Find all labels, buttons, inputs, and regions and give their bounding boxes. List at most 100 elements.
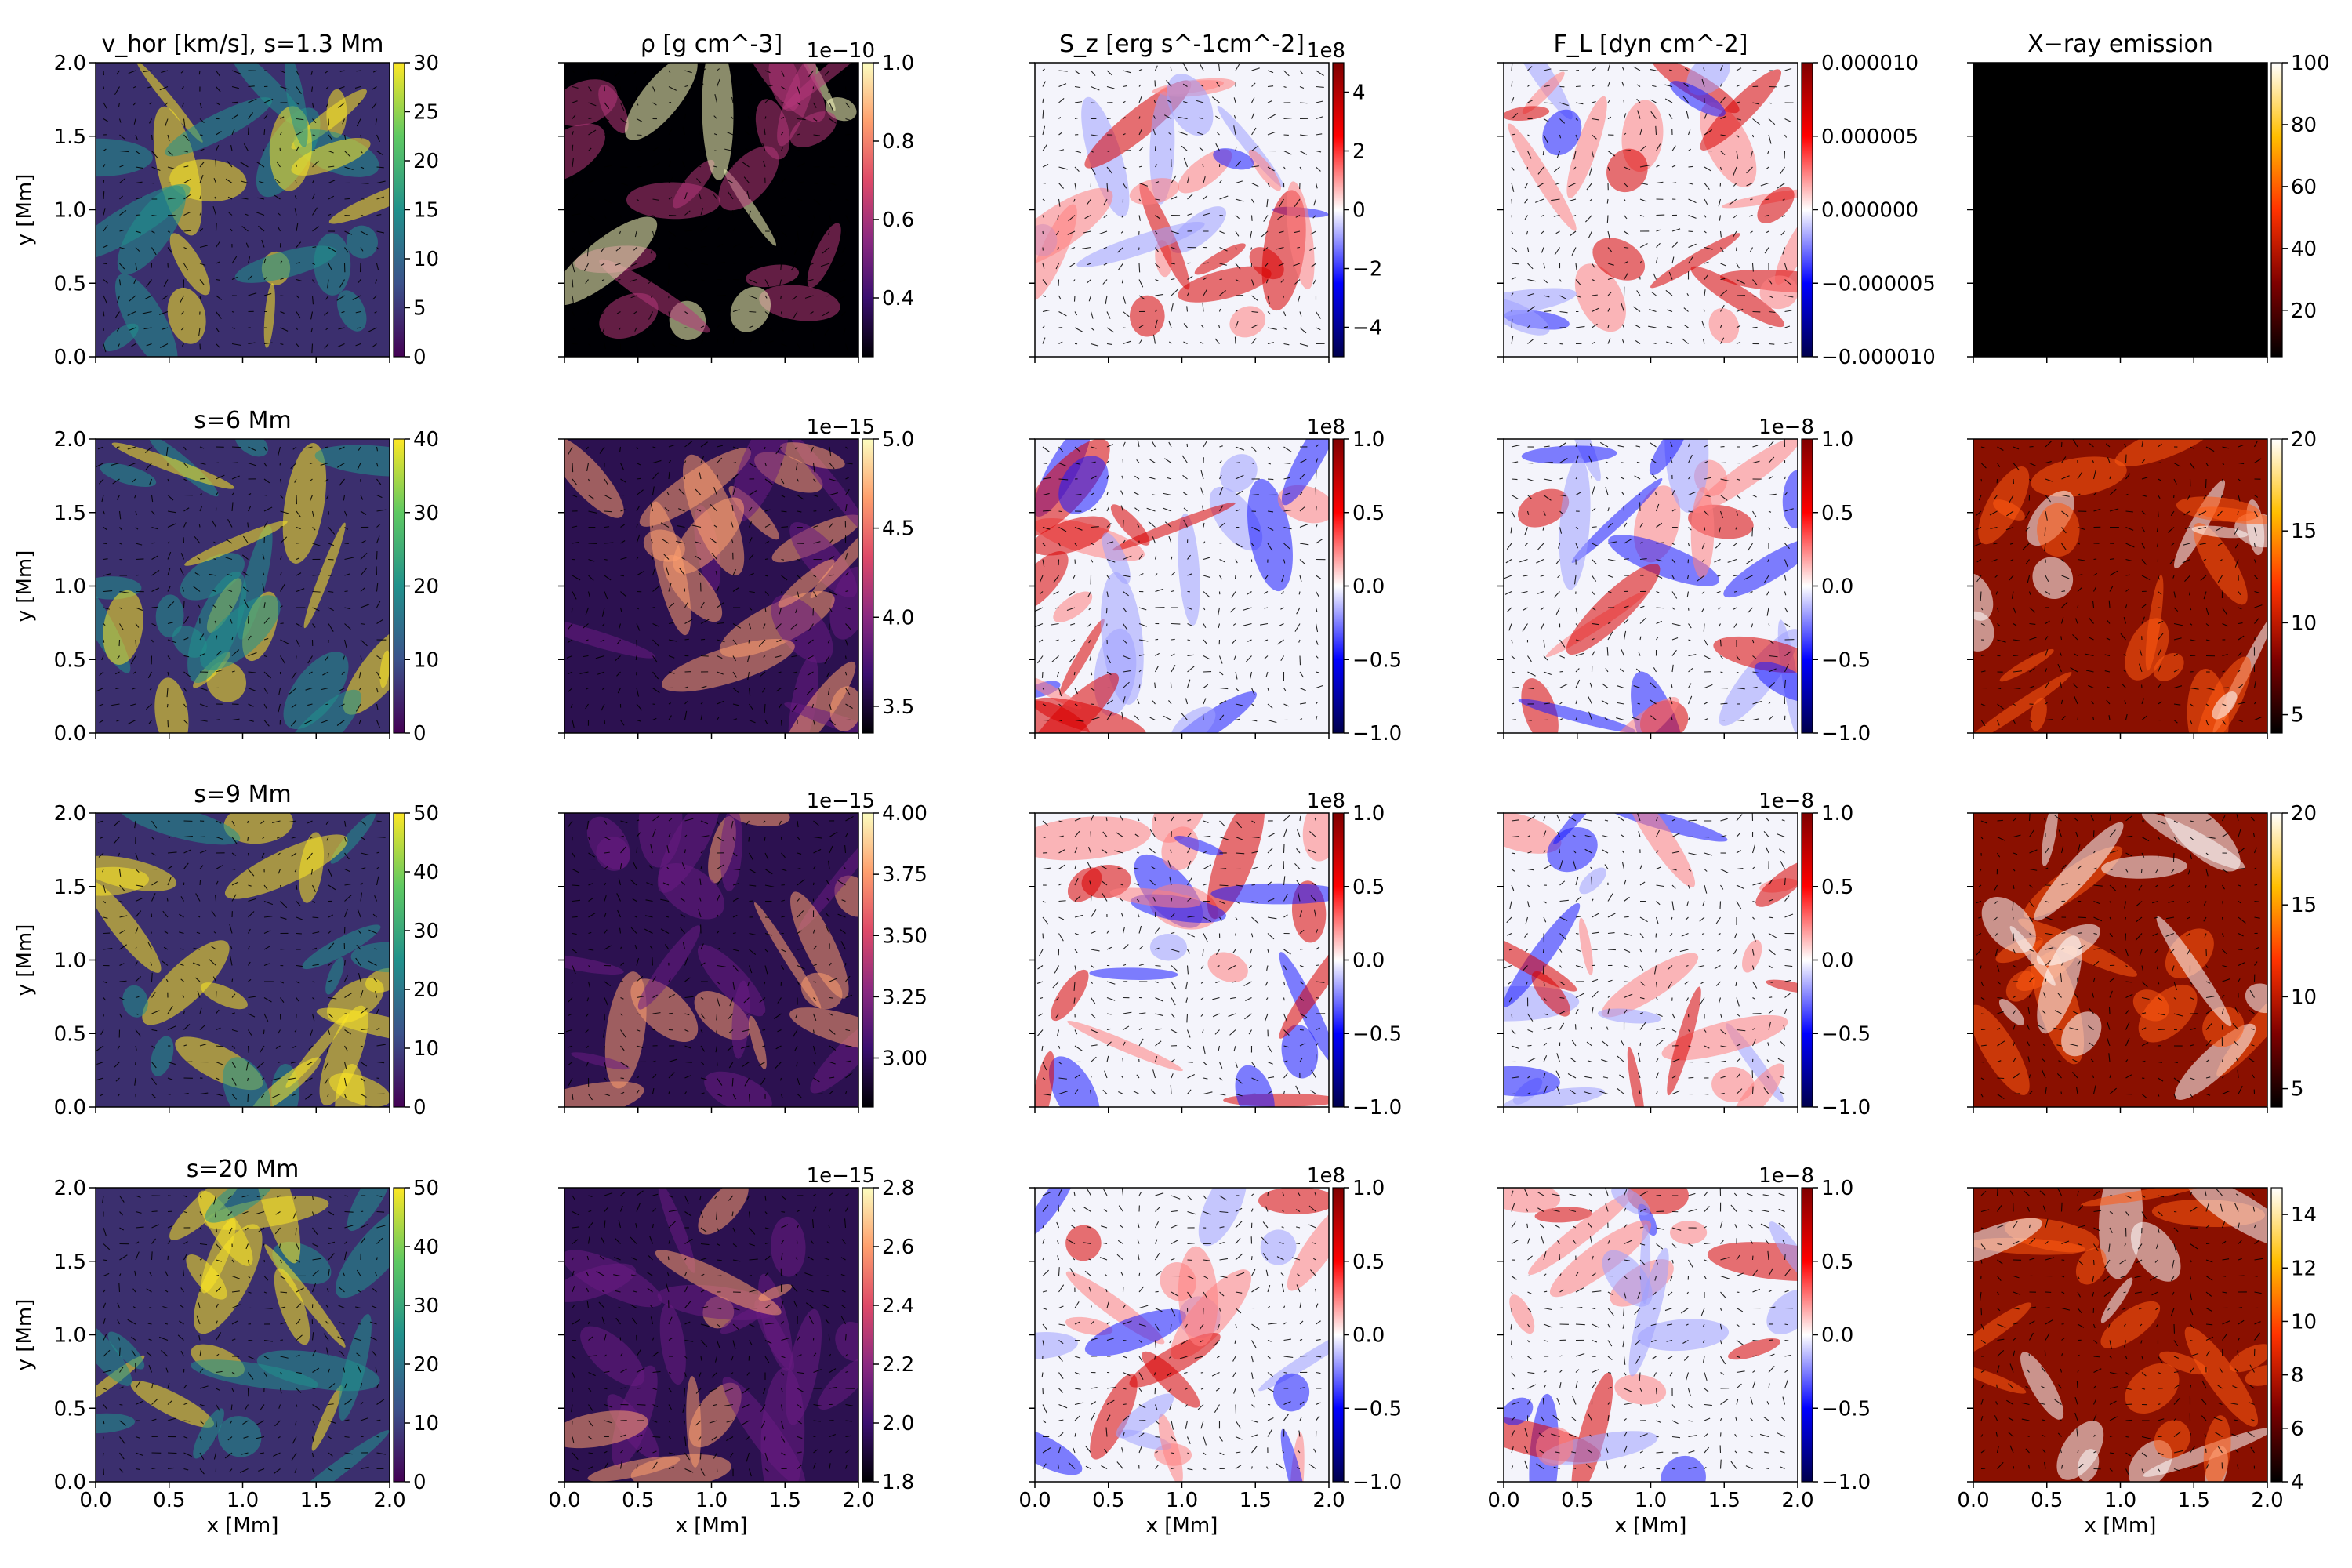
colorbar	[393, 1187, 405, 1483]
heatmap-texture	[1973, 1188, 2267, 1482]
colorbar	[1332, 62, 1345, 358]
x-tick-label: 0.5	[1092, 1489, 1124, 1512]
colorbar-tick-label: 6	[2291, 1417, 2304, 1441]
colorbar-tick-label: 1.0	[1821, 1177, 1853, 1200]
colorbar	[1801, 1187, 1813, 1483]
colorbar-tick-label: −0.5	[1821, 1397, 1871, 1421]
colorbar-tick-label: −1.0	[1352, 1471, 1402, 1494]
colorbar	[1801, 812, 1813, 1108]
colorbar	[1801, 62, 1813, 358]
y-tick-label: 2.0	[54, 1177, 86, 1200]
colorbar	[862, 62, 874, 358]
x-tick-label: 0.0	[1487, 1489, 1519, 1512]
colorbar-tick-label: 15	[413, 199, 439, 223]
colorbar-tick-label: 2.0	[882, 1412, 914, 1436]
velocity-arrows	[1980, 1188, 2263, 1476]
colorbar-tick-label: 4.0	[882, 606, 914, 630]
x-tick-label: 2.0	[842, 1489, 874, 1512]
colorbar-tick-label: 40	[413, 428, 439, 452]
colorbar-tick-label: 3.75	[882, 863, 927, 887]
colorbar-tick-label: 30	[413, 52, 439, 75]
colorbar-tick-label: 2	[1352, 140, 1366, 164]
velocity-arrows	[102, 1195, 387, 1475]
y-axis-label: y [Mm]	[13, 174, 37, 246]
colorbar-tick-label: −0.5	[1352, 648, 1402, 672]
panel-r4-c5: 0.0 0.5 1.0 1.5 2.0 x [Mm] 4 6 8 10 12 14	[1957, 1187, 2317, 1537]
x-tick-label: 1.0	[227, 1489, 259, 1512]
colorbar-tick-label: 20	[413, 978, 439, 1002]
y-axis-label: y [Mm]	[13, 924, 37, 996]
colorbar-tick-label: 5.0	[882, 428, 914, 452]
colorbar-tick-label: 20	[2291, 299, 2317, 323]
y-tick-label: 1.0	[54, 199, 86, 223]
colorbar	[862, 438, 874, 734]
colorbar-tick-label: −0.000005	[1821, 272, 1936, 296]
colorbar-tick-label: 1.0	[1352, 1177, 1385, 1200]
colorbar-tick-label: 0	[413, 346, 426, 369]
heatmap-texture	[1504, 63, 1798, 345]
panel-r4-c2: 0.0 0.5 1.0 1.5 2.0 x [Mm] 1.8 2.0 2.2 2.4 2.6 2.8 1…	[548, 1164, 914, 1537]
colorbar-tick-label: 20	[2291, 802, 2317, 826]
heatmap-texture	[1035, 813, 1329, 1107]
colorbar-tick-label: −1.0	[1821, 722, 1871, 746]
colorbar-tick-label: 10	[413, 1412, 439, 1436]
colorbar-tick-label: 100	[2291, 52, 2330, 75]
y-tick-label: 1.5	[54, 1250, 86, 1274]
panel-r3-c2: 3.00 3.25 3.50 3.75 4.00 1e−15	[558, 789, 927, 1113]
panel-r4-c3: 0.0 0.5 1.0 1.5 2.0 x [Mm] −1.0 −0.5 0.0 0.5 1.0 1e…	[1018, 1164, 1402, 1537]
colorbar-tick-label: 4.5	[882, 517, 914, 541]
velocity-arrows	[103, 70, 386, 354]
y-tick-label: 1.0	[54, 949, 86, 973]
colorbar-tick-label: 5	[2291, 1078, 2304, 1102]
heatmap-texture	[1504, 439, 1798, 733]
colorbar-tick-label: −0.5	[1352, 1397, 1402, 1421]
x-tick-label: 1.5	[769, 1489, 801, 1512]
colorbar-tick-label: 1.0	[1821, 802, 1853, 826]
colorbar-tick-label: 0	[1352, 199, 1366, 223]
colorbar-scale-label: 1e8	[1307, 1164, 1345, 1188]
y-tick-label: 0.5	[54, 648, 86, 672]
colorbar-tick-label: 1.0	[1352, 802, 1385, 826]
colorbar-tick-label: 0	[413, 1096, 426, 1120]
column-title: ρ [g cm^-3]	[641, 31, 782, 58]
colorbar-tick-label: 0	[413, 1471, 426, 1494]
colorbar-scale-label: 1e8	[1307, 416, 1345, 439]
x-tick-label: 1.5	[300, 1489, 332, 1512]
colorbar	[393, 62, 405, 358]
x-tick-label: 2.0	[1781, 1489, 1813, 1512]
x-tick-label: 0.0	[79, 1489, 111, 1512]
x-tick-label: 0.0	[1957, 1489, 1989, 1512]
colorbar	[393, 812, 405, 1108]
x-tick-label: 1.5	[1240, 1489, 1272, 1512]
y-tick-label: 2.0	[54, 802, 86, 826]
y-tick-label: 0.0	[54, 722, 86, 746]
x-axis-label: x [Mm]	[1615, 1514, 1687, 1537]
heatmap-texture	[1504, 813, 1798, 1107]
x-tick-label: 1.5	[1708, 1489, 1740, 1512]
colorbar-tick-label: −0.000010	[1821, 346, 1936, 369]
x-tick-label: 1.0	[695, 1489, 728, 1512]
colorbar-tick-label: 0.0	[1821, 949, 1853, 973]
colorbar-scale-label: 1e−8	[1759, 416, 1814, 439]
colorbar-tick-label: −1.0	[1352, 722, 1402, 746]
colorbar-tick-label: 0.0	[1352, 949, 1385, 973]
colorbar	[2270, 438, 2283, 734]
panel-r1-c1: 0.0 0.5 1.0 1.5 2.0 y [Mm] v_hor [km/s], s=1.3…	[13, 31, 439, 369]
colorbar-tick-label: 10	[413, 1037, 439, 1061]
colorbar-tick-label: 4.00	[882, 802, 927, 826]
colorbar-tick-label: −0.5	[1352, 1022, 1402, 1046]
colorbar-tick-label: 10	[413, 648, 439, 672]
colorbar-tick-label: 4	[2291, 1471, 2304, 1494]
colorbar	[2270, 62, 2283, 358]
velocity-arrows	[1041, 1188, 1322, 1471]
colorbar	[1332, 1187, 1345, 1483]
colorbar-tick-label: 20	[413, 1353, 439, 1377]
x-tick-label: 1.0	[1166, 1489, 1198, 1512]
panel-r3-c4: −1.0 −0.5 0.0 0.5 1.0 1e−8	[1497, 789, 1871, 1120]
velocity-arrows	[565, 815, 854, 1102]
panel-r1-c5: X−ray emission 20 40 60 80 100	[1967, 31, 2330, 363]
velocity-arrows	[566, 441, 853, 729]
colorbar-tick-label: 0.000000	[1821, 199, 1918, 223]
colorbar-tick-label: 30	[413, 920, 439, 943]
